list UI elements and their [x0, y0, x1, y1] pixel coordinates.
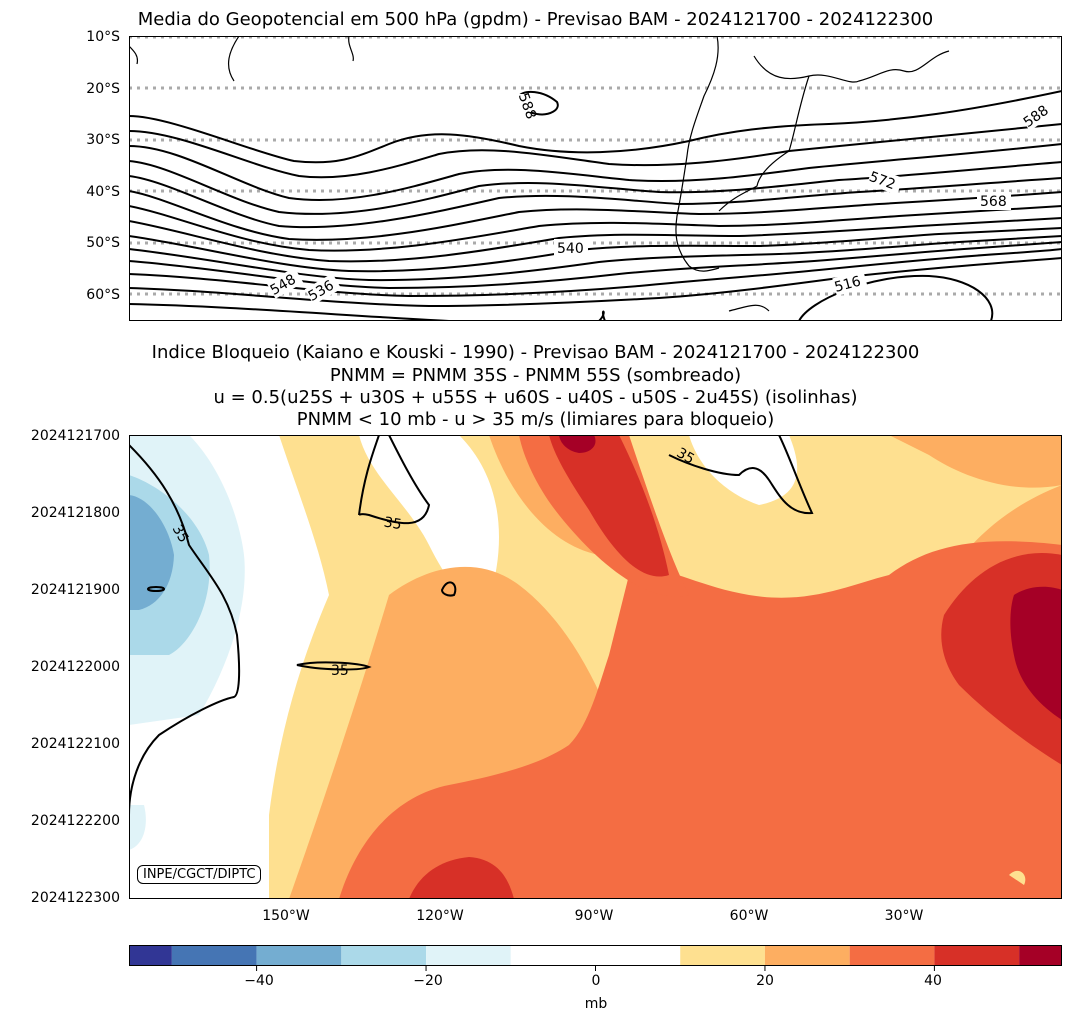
contour-label-572: 572	[867, 169, 898, 193]
cb-tick-neg40: −40	[244, 973, 274, 989]
colorbar-unit-label: mb	[584, 996, 608, 1012]
lat-label-20s: 20°S	[86, 81, 120, 97]
date-label-1: 2024121700	[30, 428, 120, 444]
bottom-title-line-2: PNMM = PNMM 35S - PNMM 55S (sombreado)	[329, 365, 742, 386]
cb-tick-20: 20	[756, 973, 774, 989]
cb-tick-neg20: −20	[413, 973, 443, 989]
lon-label-30w: 30°W	[884, 908, 924, 924]
colorbar-segment	[129, 945, 172, 966]
lat-gridlines	[129, 36, 1062, 296]
geopotential-contours	[129, 90, 1062, 321]
u-label-35-a: 35	[169, 522, 192, 545]
date-label-4: 2024122000	[30, 659, 120, 675]
colorbar-segment	[341, 945, 427, 966]
u-label-35-d: 35	[674, 445, 697, 468]
contour-label-568: 568	[980, 194, 1007, 210]
colorbar-segment	[256, 945, 342, 966]
cb-tick-40: 40	[924, 973, 942, 989]
bottom-contour-labels: 35 35 35 35	[169, 445, 697, 679]
lon-label-60w: 60°W	[729, 908, 769, 924]
colorbar-segment	[934, 945, 1020, 966]
colorbar-segment	[426, 945, 511, 966]
geopotential-map: 588 588 572 568 540 548 536 516	[129, 36, 1062, 321]
u-label-35-c: 35	[331, 663, 349, 679]
bottom-title-line-3: u = 0.5(u25S + u30S + u55S + u60S - u40S…	[213, 387, 858, 408]
lat-label-50s: 50°S	[86, 235, 120, 251]
pnmm-shading	[129, 435, 1062, 899]
credit-label: INPE/CGCT/DIPTC	[137, 865, 262, 884]
date-label-3: 2024121900	[30, 582, 120, 598]
coastlines	[129, 36, 950, 312]
colorbar-segment	[764, 945, 850, 966]
colorbar-segment	[1019, 945, 1062, 966]
colorbar-segment	[680, 945, 765, 966]
u-label-35-b: 35	[383, 514, 403, 533]
lon-label-150w: 150°W	[262, 908, 310, 924]
bottom-title-line-4: PNMM < 10 mb - u > 35 m/s (limiares para…	[296, 409, 775, 430]
cb-tick-0: 0	[591, 973, 601, 989]
top-contour-labels: 588 588 572 568 540 548 536 516	[266, 91, 1055, 305]
colorbar-segment	[849, 945, 935, 966]
lat-label-30s: 30°S	[86, 132, 120, 148]
bottom-title-line-1: Indice Bloqueio (Kaiano e Kouski - 1990)…	[151, 342, 920, 363]
colorbar-segment	[171, 945, 257, 966]
top-chart-title: Media do Geopotencial em 500 hPa (gpdm) …	[137, 9, 934, 30]
u-isolines	[129, 435, 814, 816]
date-label-2: 2024121800	[30, 505, 120, 521]
date-label-6: 2024122200	[30, 813, 120, 829]
lon-label-120w: 120°W	[416, 908, 464, 924]
lat-label-60s: 60°S	[86, 287, 120, 303]
date-label-7: 2024122300	[30, 890, 120, 906]
lat-label-10s: 10°S	[86, 29, 120, 45]
colorbar-segment	[510, 945, 681, 966]
contour-label-516: 516	[833, 273, 863, 295]
lat-label-40s: 40°S	[86, 184, 120, 200]
lon-label-90w: 90°W	[574, 908, 614, 924]
colorbar	[129, 945, 1062, 971]
contour-label-540: 540	[557, 241, 584, 257]
date-label-5: 2024122100	[30, 736, 120, 752]
blocking-index-plot: 35 35 35 35	[129, 435, 1062, 899]
